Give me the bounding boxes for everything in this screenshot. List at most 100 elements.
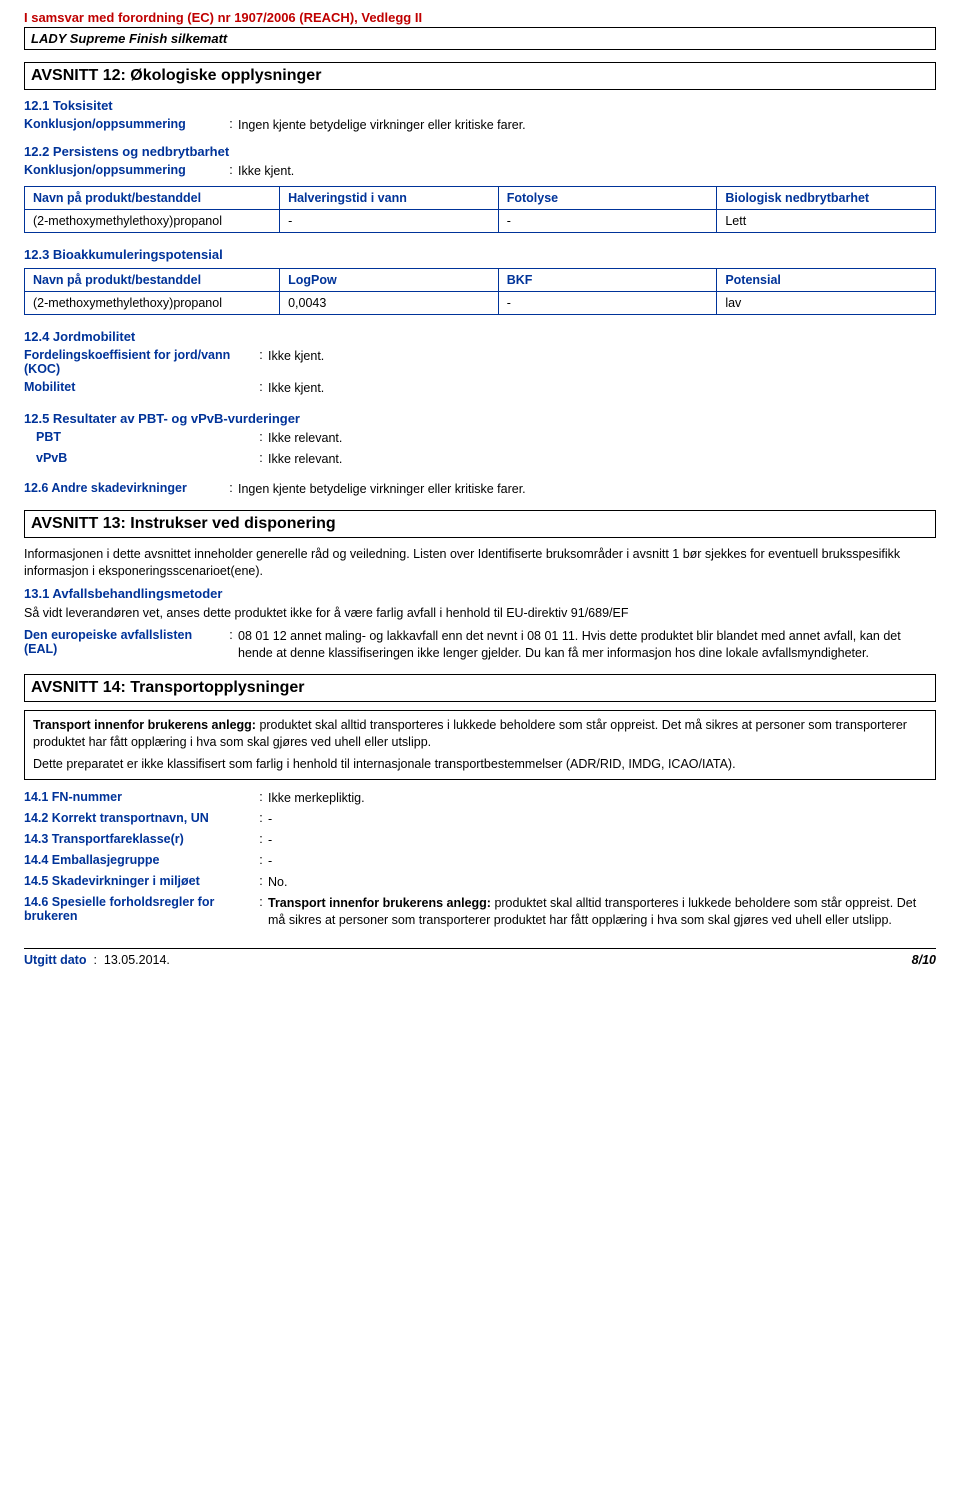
- colon: :: [254, 853, 268, 867]
- footer-date-value: 13.05.2014.: [104, 953, 170, 967]
- regulation-header: I samsvar med forordning (EC) nr 1907/20…: [24, 10, 936, 25]
- td: -: [280, 209, 499, 232]
- footer-page: 8/10: [912, 953, 936, 967]
- box-p1-bold: Transport innenfor brukerens anlegg:: [33, 718, 256, 732]
- td: lav: [717, 291, 936, 314]
- row-12-1-conclusion: Konklusjon/oppsummering : Ingen kjente b…: [24, 117, 936, 134]
- sub-12-1: 12.1 Toksisitet: [24, 98, 936, 113]
- colon: :: [254, 348, 268, 362]
- label: PBT: [24, 430, 254, 444]
- section-14-heading: AVSNITT 14: Transportopplysninger: [24, 674, 936, 702]
- row-14-4: 14.4 Emballasjegruppe : -: [24, 853, 936, 870]
- value: Ikke relevant.: [268, 451, 936, 468]
- td: 0,0043: [280, 291, 499, 314]
- box-p1: Transport innenfor brukerens anlegg: pro…: [33, 717, 927, 751]
- sub-12-3: 12.3 Bioakkumuleringspotensial: [24, 247, 936, 262]
- table-row: (2-methoxymethylethoxy)propanol - - Lett: [25, 209, 936, 232]
- colon: :: [224, 481, 238, 495]
- section-14-box: Transport innenfor brukerens anlegg: pro…: [24, 710, 936, 781]
- row-12-2-conclusion: Konklusjon/oppsummering : Ikke kjent.: [24, 163, 936, 180]
- value: No.: [268, 874, 936, 891]
- row-14-5: 14.5 Skadevirkninger i miljøet : No.: [24, 874, 936, 891]
- row-12-4-mobility: Mobilitet : Ikke kjent.: [24, 380, 936, 397]
- sub-12-4: 12.4 Jordmobilitet: [24, 329, 936, 344]
- label: 14.5 Skadevirkninger i miljøet: [24, 874, 254, 888]
- product-name-box: LADY Supreme Finish silkematt: [24, 27, 936, 50]
- footer-colon: :: [90, 953, 104, 967]
- value-12-1: Ingen kjente betydelige virkninger eller…: [238, 117, 936, 134]
- para-13-1: Så vidt leverandøren vet, anses dette pr…: [24, 605, 936, 622]
- label-12-2: Konklusjon/oppsummering: [24, 163, 224, 177]
- label: 14.4 Emballasjegruppe: [24, 853, 254, 867]
- value-eal: 08 01 12 annet maling- og lakkavfall enn…: [238, 628, 936, 662]
- page-footer: Utgitt dato : 13.05.2014. 8/10: [24, 948, 936, 967]
- value: -: [268, 811, 936, 828]
- footer-date: Utgitt dato : 13.05.2014.: [24, 953, 170, 967]
- sub-12-5: 12.5 Resultater av PBT- og vPvB-vurderin…: [24, 411, 936, 426]
- colon: :: [224, 117, 238, 131]
- box-p2: Dette preparatet er ikke klassifisert so…: [33, 756, 927, 773]
- label: Mobilitet: [24, 380, 254, 394]
- row-12-5-pbt: PBT : Ikke relevant.: [24, 430, 936, 447]
- value-12-2: Ikke kjent.: [238, 163, 936, 180]
- row-13-eal: Den europeiske avfallslisten (EAL) : 08 …: [24, 628, 936, 662]
- label: 14.2 Korrekt transportnavn, UN: [24, 811, 254, 825]
- value: Ikke kjent.: [268, 380, 936, 397]
- th: Halveringstid i vann: [280, 186, 499, 209]
- td: (2-methoxymethylethoxy)propanol: [25, 291, 280, 314]
- row-14-2: 14.2 Korrekt transportnavn, UN : -: [24, 811, 936, 828]
- sub-12-2: 12.2 Persistens og nedbrytbarhet: [24, 144, 936, 159]
- th: Fotolyse: [498, 186, 717, 209]
- colon: :: [254, 832, 268, 846]
- th: LogPow: [280, 268, 499, 291]
- colon: :: [224, 163, 238, 177]
- section-13-intro: Informasjonen i dette avsnittet innehold…: [24, 546, 936, 580]
- value: Ikke merkepliktig.: [268, 790, 936, 807]
- table-12-3: Navn på produkt/bestanddel LogPow BKF Po…: [24, 268, 936, 315]
- value: Ikke kjent.: [268, 348, 936, 365]
- table-12-2: Navn på produkt/bestanddel Halveringstid…: [24, 186, 936, 233]
- label-12-1: Konklusjon/oppsummering: [24, 117, 224, 131]
- colon: :: [254, 790, 268, 804]
- footer-date-label: Utgitt dato: [24, 953, 86, 967]
- td: (2-methoxymethylethoxy)propanol: [25, 209, 280, 232]
- label: 14.6 Spesielle forholdsregler for bruker…: [24, 895, 254, 923]
- colon: :: [254, 430, 268, 444]
- section-12-heading: AVSNITT 12: Økologiske opplysninger: [24, 62, 936, 90]
- value: -: [268, 832, 936, 849]
- row-14-6: 14.6 Spesielle forholdsregler for bruker…: [24, 895, 936, 929]
- colon: :: [254, 451, 268, 465]
- value-12-6: Ingen kjente betydelige virkninger eller…: [238, 481, 936, 498]
- sub-13-1: 13.1 Avfallsbehandlingsmetoder: [24, 586, 936, 601]
- td: Lett: [717, 209, 936, 232]
- label: 14.3 Transportfareklasse(r): [24, 832, 254, 846]
- value-14-6-bold: Transport innenfor brukerens anlegg:: [268, 896, 491, 910]
- row-12-5-vpvb: vPvB : Ikke relevant.: [24, 451, 936, 468]
- value: -: [268, 853, 936, 870]
- label: Fordelingskoeffisient for jord/vann (KOC…: [24, 348, 254, 376]
- th: Biologisk nedbrytbarhet: [717, 186, 936, 209]
- row-12-6: 12.6 Andre skadevirkninger : Ingen kjent…: [24, 481, 936, 498]
- value: Ikke relevant.: [268, 430, 936, 447]
- th: Navn på produkt/bestanddel: [25, 186, 280, 209]
- colon: :: [254, 895, 268, 909]
- table-header-row: Navn på produkt/bestanddel Halveringstid…: [25, 186, 936, 209]
- th: Navn på produkt/bestanddel: [25, 268, 280, 291]
- td: -: [498, 209, 717, 232]
- colon: :: [224, 628, 238, 642]
- colon: :: [254, 874, 268, 888]
- label-12-6: 12.6 Andre skadevirkninger: [24, 481, 224, 495]
- th: Potensial: [717, 268, 936, 291]
- value-14-6: Transport innenfor brukerens anlegg: pro…: [268, 895, 936, 929]
- label: vPvB: [24, 451, 254, 465]
- label: 14.1 FN-nummer: [24, 790, 254, 804]
- row-14-1: 14.1 FN-nummer : Ikke merkepliktig.: [24, 790, 936, 807]
- table-header-row: Navn på produkt/bestanddel LogPow BKF Po…: [25, 268, 936, 291]
- row-12-4-koc: Fordelingskoeffisient for jord/vann (KOC…: [24, 348, 936, 376]
- colon: :: [254, 811, 268, 825]
- label-eal: Den europeiske avfallslisten (EAL): [24, 628, 224, 656]
- table-row: (2-methoxymethylethoxy)propanol 0,0043 -…: [25, 291, 936, 314]
- section-13-heading: AVSNITT 13: Instrukser ved disponering: [24, 510, 936, 538]
- colon: :: [254, 380, 268, 394]
- td: -: [498, 291, 717, 314]
